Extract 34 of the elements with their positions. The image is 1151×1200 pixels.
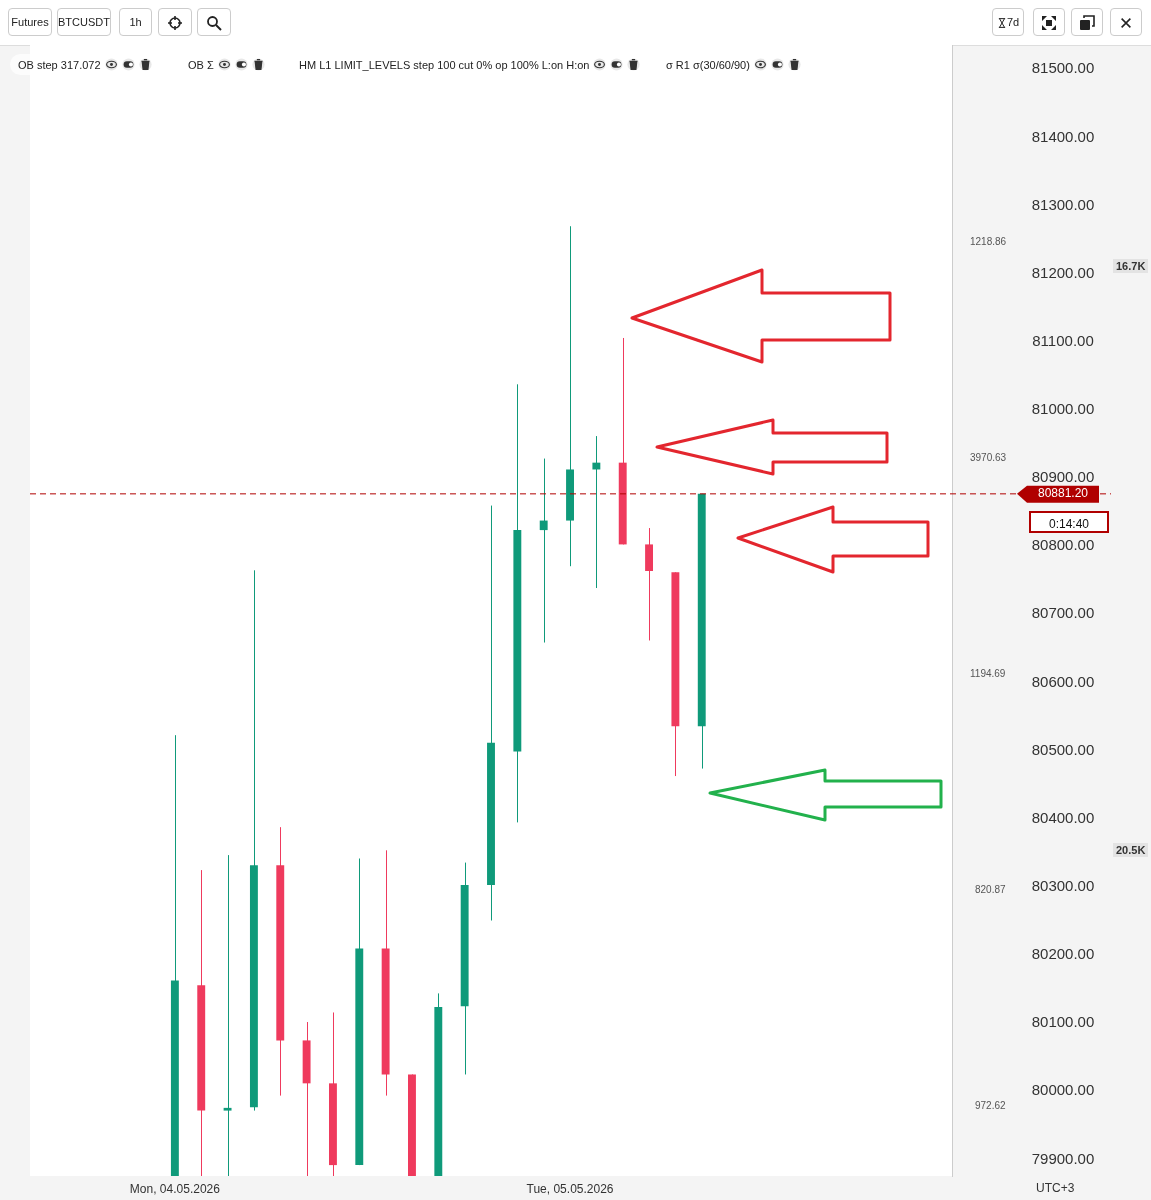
text: 972.62 — [975, 1100, 1006, 1111]
y-tick-label: 80800.00 — [1031, 536, 1095, 554]
y-tick-label: 81300.00 — [1031, 195, 1095, 213]
annotation: HM L1 LIMIT_LEVELS step 100 cut 0% op 100% L:on H:on — [299, 58, 590, 71]
y-tick-label: 79900.00 — [1031, 1149, 1095, 1167]
y-tick-label: 81400.00 — [1031, 127, 1095, 145]
toolbar: Futures BTCUSDT 1h 7d — [0, 0, 1151, 46]
y-tick-label: 80600.00 — [1031, 672, 1095, 690]
ref-line-label: 80881.20 — [1037, 486, 1089, 501]
annotation: OB step 317.072 — [18, 58, 101, 71]
y-tick-label: 80000.00 — [1031, 1081, 1095, 1099]
text: 1194.69 — [970, 668, 1006, 679]
x-tick-label: Mon, 04.05.2026 — [129, 1181, 221, 1196]
y-tick-label: 81000.00 — [1031, 400, 1095, 418]
y-tick-label: 81200.00 — [1031, 263, 1095, 281]
annotation: OB Σ — [188, 58, 214, 71]
text: 3970.63 — [970, 452, 1007, 463]
text: 820.87 — [975, 884, 1006, 895]
y-tick-label: 80200.00 — [1031, 945, 1095, 963]
y-tick-label: 80400.00 — [1031, 808, 1095, 826]
y-tick-label: 80900.00 — [1031, 468, 1095, 486]
y-tick-label: 80300.00 — [1031, 876, 1095, 894]
y-tick-label: 80100.00 — [1031, 1013, 1095, 1031]
text: 1218.86 — [970, 236, 1007, 247]
y-tick-label: 81100.00 — [1032, 331, 1094, 349]
y-tick-label: 81500.00 — [1031, 59, 1095, 77]
text: 0:14:40 — [1029, 511, 1109, 533]
text: 16.7K — [1113, 259, 1149, 273]
annotation: σ R1 σ(30/60/90) — [666, 58, 750, 71]
text: 20.5K — [1113, 843, 1149, 857]
y-tick-label: 80700.00 — [1031, 604, 1095, 622]
x-tick-label: Tue, 05.05.2026 — [526, 1181, 614, 1196]
text: UTC+3 — [1036, 1181, 1075, 1195]
y-tick-label: 80500.00 — [1031, 740, 1095, 758]
